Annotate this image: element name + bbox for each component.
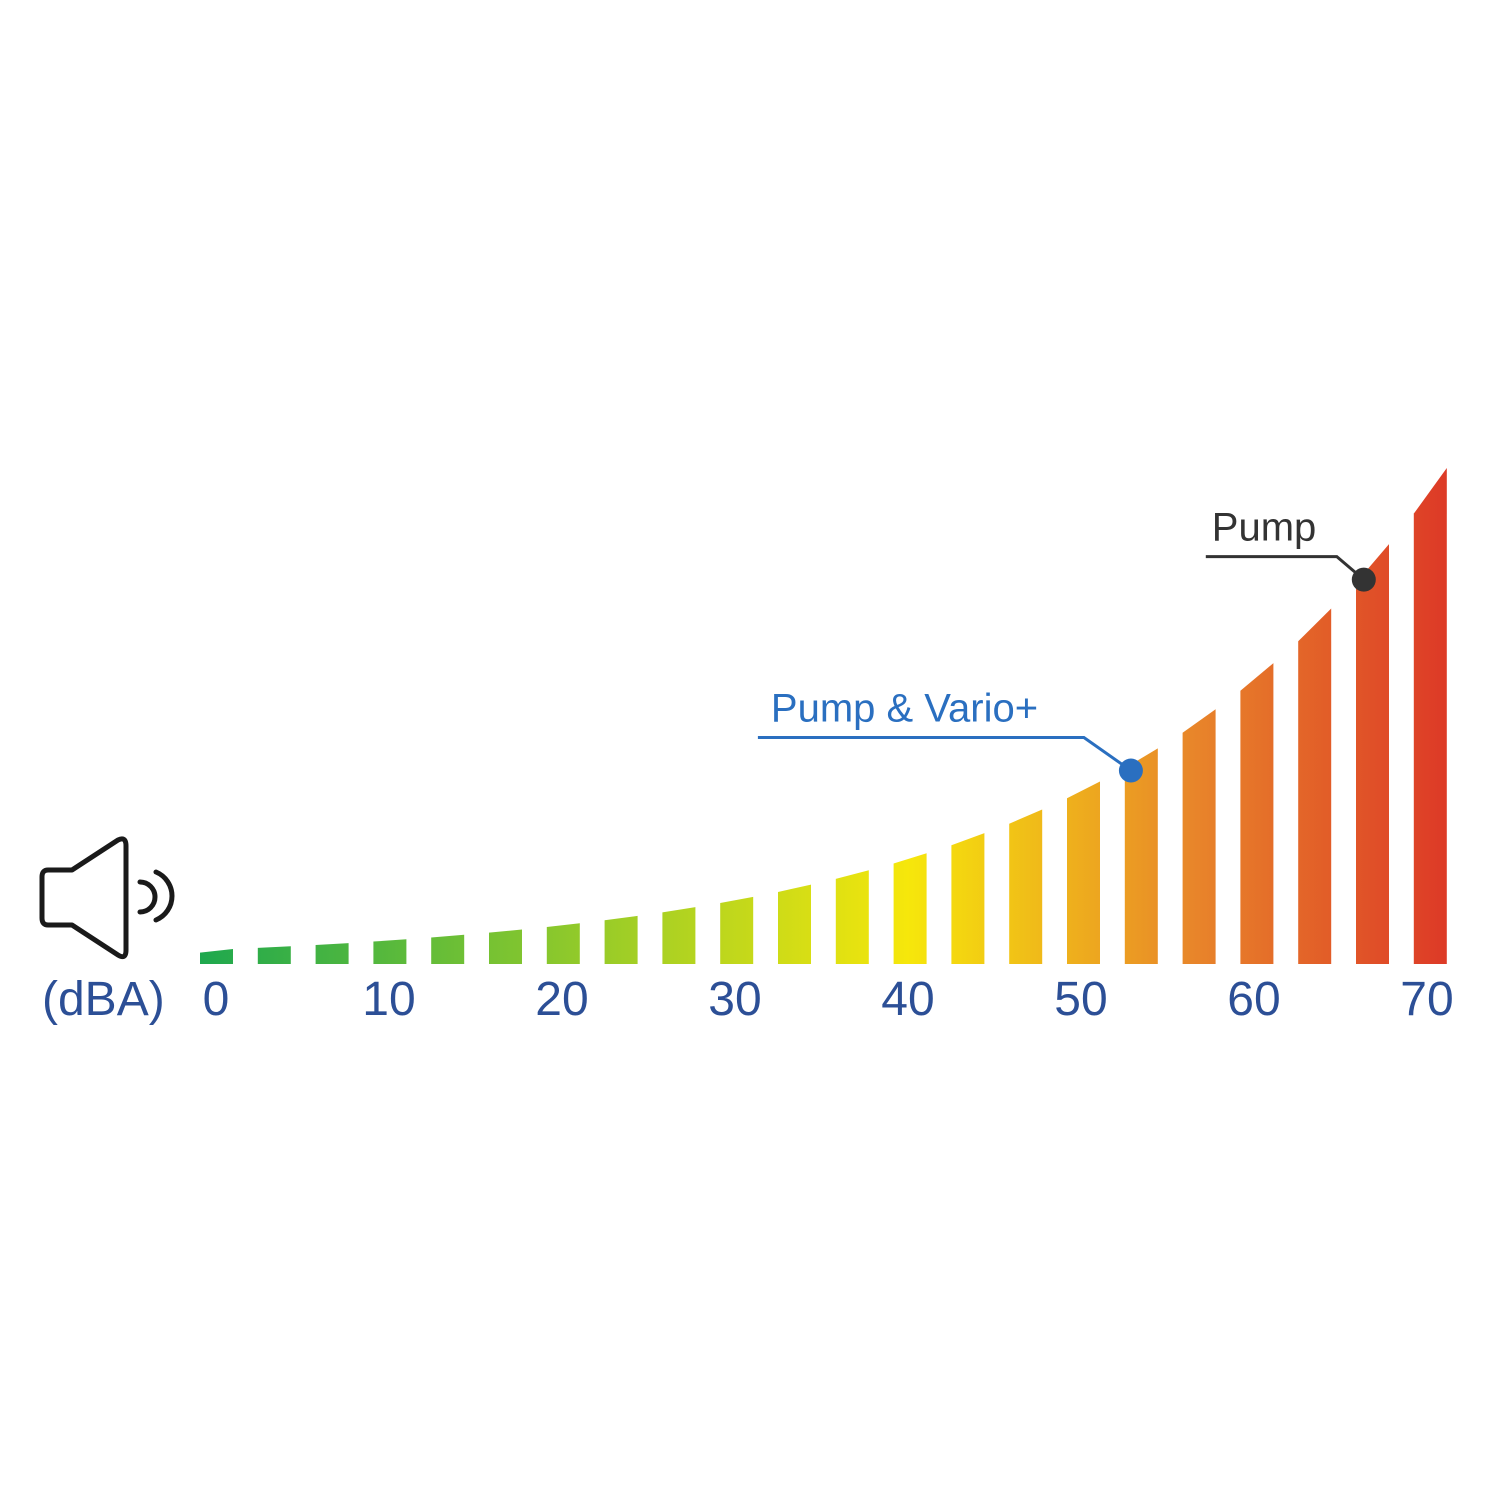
annotation-marker	[1351, 567, 1376, 592]
annotations: Pump & Vario+ Pump	[757, 506, 1376, 783]
bar	[1182, 709, 1216, 964]
bar	[951, 833, 985, 964]
bars	[200, 468, 1447, 964]
bar	[315, 943, 349, 964]
bar	[1067, 781, 1100, 964]
bar	[1356, 544, 1389, 964]
bar	[431, 934, 465, 964]
bar	[720, 896, 754, 964]
bar	[489, 929, 522, 964]
tick-label: 50	[1054, 973, 1107, 1026]
annotation-leader-line	[1205, 555, 1365, 581]
bar	[373, 939, 407, 964]
speaker-icon	[39, 836, 175, 960]
bar	[1413, 468, 1447, 964]
bar	[778, 884, 811, 964]
tick-label: 0	[203, 973, 230, 1026]
tick-label: 70	[1400, 973, 1453, 1026]
unit-label: (dBA)	[42, 973, 165, 1026]
annotation-label: Pump & Vario+	[771, 687, 1038, 731]
bar	[835, 870, 869, 964]
bar	[604, 915, 638, 964]
tick-label: 40	[881, 973, 934, 1026]
x-axis-ticks: 0 10 20 30 40 50 60 70	[203, 973, 1454, 1026]
tick-label: 10	[362, 973, 415, 1026]
tick-label: 20	[535, 973, 588, 1026]
bar	[1009, 809, 1043, 964]
annotation-label: Pump	[1212, 506, 1317, 550]
bar	[257, 946, 291, 964]
tick-label: 60	[1227, 973, 1280, 1026]
bar	[1298, 608, 1332, 964]
bar	[200, 949, 233, 964]
bar	[546, 923, 580, 964]
bar	[1124, 748, 1158, 964]
annotation-marker	[1118, 758, 1143, 783]
tick-label: 30	[708, 973, 761, 1026]
bar	[1240, 663, 1274, 964]
annotation-leader-line	[757, 736, 1132, 772]
bar	[893, 853, 927, 964]
bar	[662, 907, 696, 964]
